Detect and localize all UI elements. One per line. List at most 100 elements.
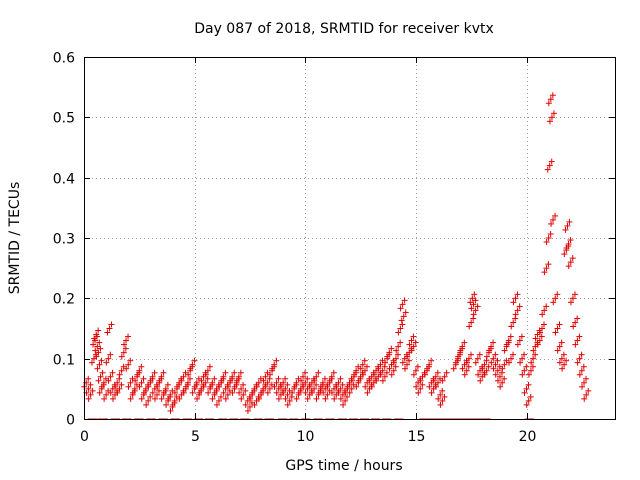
data-point bbox=[196, 389, 203, 396]
data-point bbox=[534, 341, 541, 348]
data-point bbox=[331, 395, 338, 402]
data-point bbox=[160, 389, 167, 396]
data-point bbox=[85, 395, 92, 402]
data-point bbox=[216, 383, 223, 390]
data-point bbox=[521, 351, 528, 358]
data-point bbox=[397, 339, 404, 346]
data-point bbox=[217, 393, 224, 400]
data-point bbox=[344, 393, 351, 400]
data-point bbox=[569, 255, 576, 262]
data-point bbox=[474, 303, 481, 310]
data-point bbox=[532, 351, 539, 358]
data-point bbox=[560, 351, 567, 358]
data-point bbox=[273, 379, 280, 386]
data-point bbox=[240, 381, 247, 388]
data-point bbox=[108, 321, 115, 328]
data-point bbox=[324, 391, 331, 398]
data-point bbox=[229, 373, 236, 380]
data-point bbox=[465, 363, 472, 370]
data-point bbox=[486, 347, 493, 354]
data-point bbox=[384, 353, 391, 360]
data-point bbox=[273, 389, 280, 396]
data-point bbox=[105, 377, 112, 384]
data-point bbox=[171, 397, 178, 404]
data-point bbox=[140, 375, 147, 382]
data-point bbox=[571, 291, 578, 298]
data-point bbox=[302, 379, 309, 386]
data-point bbox=[282, 395, 289, 402]
data-point bbox=[337, 395, 344, 402]
data-point bbox=[485, 363, 492, 370]
data-point bbox=[344, 383, 351, 390]
data-point bbox=[503, 341, 510, 348]
data-point bbox=[93, 353, 100, 360]
data-point bbox=[204, 375, 211, 382]
data-point bbox=[335, 389, 342, 396]
data-point bbox=[404, 361, 411, 368]
data-point bbox=[419, 381, 426, 388]
data-point bbox=[333, 383, 340, 390]
data-point bbox=[512, 311, 519, 318]
data-point bbox=[280, 389, 287, 396]
data-point bbox=[565, 241, 572, 248]
data-point bbox=[375, 365, 382, 372]
data-point bbox=[339, 381, 346, 388]
data-point bbox=[140, 389, 147, 396]
data-point bbox=[394, 351, 401, 358]
data-point bbox=[548, 220, 555, 227]
y-axis-label: SRMTID / TECUs bbox=[7, 182, 23, 295]
data-point bbox=[437, 401, 444, 408]
data-point bbox=[326, 377, 333, 384]
data-point bbox=[563, 245, 570, 252]
data-point bbox=[253, 383, 260, 390]
grid-lines bbox=[84, 57, 615, 419]
data-point bbox=[544, 166, 551, 173]
data-point bbox=[353, 367, 360, 374]
data-point bbox=[218, 377, 225, 384]
data-point bbox=[538, 333, 545, 340]
data-point bbox=[550, 299, 557, 306]
data-point bbox=[567, 259, 574, 266]
data-point bbox=[282, 385, 289, 392]
data-point bbox=[156, 387, 163, 394]
data-point bbox=[348, 385, 355, 392]
data-point bbox=[255, 379, 262, 386]
data-point bbox=[103, 391, 110, 398]
data-point bbox=[565, 263, 572, 270]
data-point bbox=[415, 389, 422, 396]
data-point bbox=[145, 383, 152, 390]
data-point bbox=[406, 341, 413, 348]
data-point bbox=[412, 367, 419, 374]
data-point bbox=[306, 383, 313, 390]
data-point bbox=[379, 377, 386, 384]
data-point bbox=[311, 377, 318, 384]
x-tick-label: 5 bbox=[191, 429, 200, 445]
data-point bbox=[291, 383, 298, 390]
data-point bbox=[167, 391, 174, 398]
data-point bbox=[494, 357, 501, 364]
data-point bbox=[439, 387, 446, 394]
data-point bbox=[280, 379, 287, 386]
data-point bbox=[441, 373, 448, 380]
data-point bbox=[576, 333, 583, 340]
data-point bbox=[580, 363, 587, 370]
data-point bbox=[231, 383, 238, 390]
data-point bbox=[410, 333, 417, 340]
data-point bbox=[413, 383, 420, 390]
data-point bbox=[167, 407, 174, 414]
data-point bbox=[377, 371, 384, 378]
data-point bbox=[514, 341, 521, 348]
data-point bbox=[363, 363, 370, 370]
data-point bbox=[564, 222, 571, 229]
data-point bbox=[539, 311, 546, 318]
data-point bbox=[561, 361, 568, 368]
data-point bbox=[510, 351, 517, 358]
data-point bbox=[85, 385, 92, 392]
data-point bbox=[229, 389, 236, 396]
data-point bbox=[373, 377, 380, 384]
data-point bbox=[260, 377, 267, 384]
data-point bbox=[521, 367, 528, 374]
y-tick-label: 0 bbox=[66, 413, 75, 429]
data-point bbox=[158, 373, 165, 380]
data-point bbox=[545, 235, 552, 241]
